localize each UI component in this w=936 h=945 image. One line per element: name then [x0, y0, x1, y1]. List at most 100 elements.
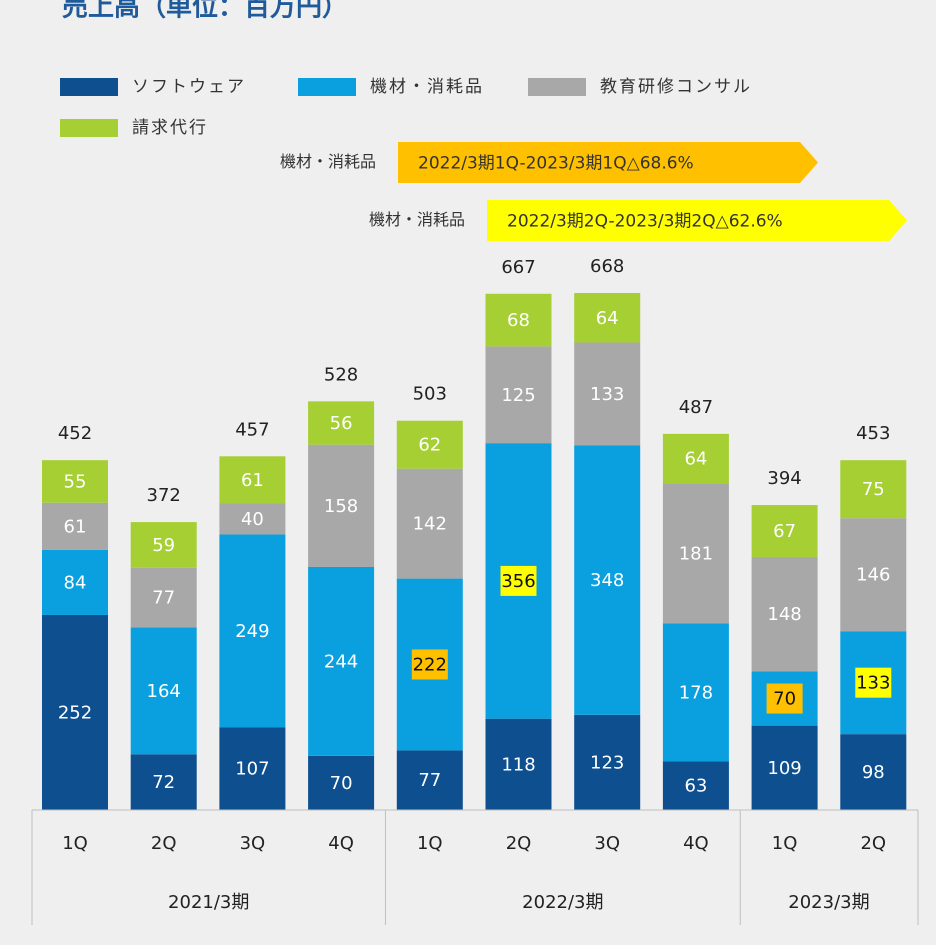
value-label: 68	[507, 310, 530, 331]
value-label: 61	[64, 516, 87, 537]
group-label: 2023/3期	[788, 892, 869, 913]
total-label: 453	[856, 423, 890, 444]
value-label: 61	[241, 470, 264, 491]
bar-segment	[308, 755, 375, 810]
value-label: 75	[862, 479, 885, 500]
value-label: 70	[330, 773, 353, 794]
value-label: 133	[856, 673, 890, 694]
x-tick-label: 1Q	[62, 833, 88, 854]
value-label: 348	[590, 570, 624, 591]
bar-segment	[485, 718, 552, 810]
x-tick-label: 2Q	[506, 833, 532, 854]
value-label: 181	[679, 543, 713, 564]
bar-segment	[219, 727, 286, 810]
bar-segment	[751, 725, 818, 810]
annotation-text: 2022/3期2Q-2023/3期2Q△62.6%	[507, 212, 783, 232]
value-label: 178	[679, 682, 713, 703]
group-label: 2021/3期	[168, 892, 249, 913]
value-label: 146	[856, 565, 890, 586]
bar-segment	[574, 342, 641, 446]
bar-segment	[219, 456, 286, 504]
x-tick-label: 3Q	[240, 833, 266, 854]
bar-segment	[219, 503, 286, 535]
bar-segment	[42, 502, 108, 550]
value-label: 77	[418, 770, 441, 791]
value-label: 244	[324, 651, 358, 672]
bar-segment	[396, 468, 463, 579]
legend-swatch	[528, 78, 586, 96]
total-label: 394	[767, 468, 801, 489]
bar-segment	[42, 549, 108, 615]
value-label: 164	[147, 681, 181, 702]
value-label: 252	[58, 702, 92, 723]
highlight-box	[766, 683, 803, 714]
value-label: 77	[152, 588, 175, 609]
value-label: 148	[767, 604, 801, 625]
bar-segment	[485, 346, 552, 444]
highlight-box	[855, 667, 892, 698]
value-label: 133	[590, 384, 624, 405]
annotation-label: 機材・消耗品	[369, 210, 465, 229]
total-label: 452	[58, 423, 92, 444]
annotation-arrow	[398, 142, 818, 183]
bar-segment	[840, 460, 907, 519]
value-label: 123	[590, 752, 624, 773]
legend-swatch	[60, 119, 118, 137]
value-label: 63	[684, 776, 707, 797]
annotation-arrow	[487, 200, 907, 241]
value-label: 356	[501, 571, 535, 592]
value-label: 109	[767, 758, 801, 779]
bar-segment	[840, 734, 907, 810]
value-label: 67	[773, 521, 796, 542]
total-label: 503	[413, 384, 447, 405]
bar-segment	[662, 623, 729, 762]
total-label: 668	[590, 256, 624, 277]
legend-label: 機材・消耗品	[370, 77, 484, 97]
x-tick-label: 1Q	[772, 833, 798, 854]
value-label: 70	[773, 689, 796, 710]
value-label: 84	[64, 572, 87, 593]
legend-swatch	[298, 78, 356, 96]
legend-swatch	[60, 78, 118, 96]
value-label: 118	[501, 754, 535, 775]
value-label: 59	[152, 535, 175, 556]
bar-segment	[130, 754, 197, 810]
bar-segment	[662, 433, 729, 484]
bar-segment	[396, 420, 463, 469]
bar-segment	[130, 627, 197, 755]
bar-segment	[840, 518, 907, 632]
value-label: 158	[324, 496, 358, 517]
bar-segment	[219, 534, 286, 728]
x-tick-label: 4Q	[683, 833, 709, 854]
value-label: 55	[64, 471, 87, 492]
bar-segment	[662, 483, 729, 624]
value-label: 40	[241, 509, 264, 530]
total-label: 667	[501, 257, 535, 278]
x-tick-label: 3Q	[594, 833, 620, 854]
legend-label: 教育研修コンサル	[600, 77, 752, 97]
annotation-label: 機材・消耗品	[280, 152, 376, 171]
bar-segment	[130, 522, 197, 568]
x-tick-label: 4Q	[328, 833, 354, 854]
total-label: 528	[324, 364, 358, 385]
bar-segment	[130, 567, 197, 628]
value-label: 72	[152, 772, 175, 793]
bar-segment	[396, 750, 463, 810]
value-label: 62	[418, 435, 441, 456]
legend-label: 請求代行	[132, 118, 208, 138]
bar-segment	[42, 460, 108, 503]
legend-label: ソフトウェア	[132, 77, 246, 97]
bar-segment	[308, 566, 375, 756]
total-label: 457	[235, 419, 269, 440]
bar-segment	[662, 761, 729, 810]
group-label: 2022/3期	[522, 892, 603, 913]
x-tick-label: 2Q	[860, 833, 886, 854]
value-label: 222	[413, 654, 447, 675]
highlight-box	[500, 565, 537, 596]
highlight-box	[411, 649, 448, 680]
value-label: 107	[235, 759, 269, 780]
bar-segment	[42, 614, 108, 810]
bar-segment	[751, 556, 818, 672]
bar-segment	[751, 505, 818, 557]
